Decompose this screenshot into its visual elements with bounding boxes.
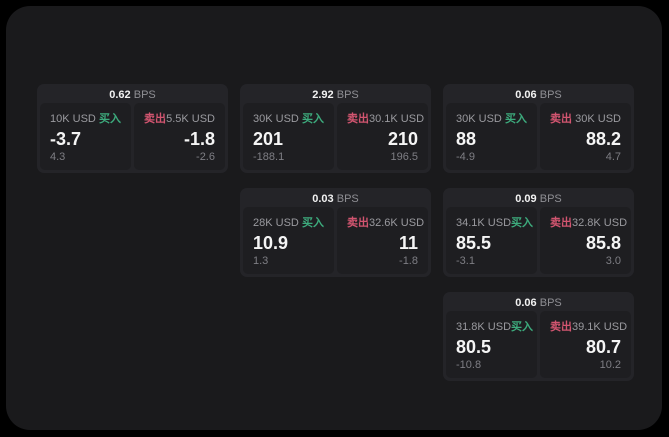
sell-sub-value: -2.6 xyxy=(196,151,215,163)
bps-header: 0.03 BPS xyxy=(243,191,428,207)
app-panel: 0.62 BPS 10K USD 买入 -3.7 4.3 卖出 5.5K USD… xyxy=(6,6,662,430)
bps-value: 0.62 xyxy=(109,89,131,101)
buy-quote-pane[interactable]: 28K USD 买入 10.9 1.3 xyxy=(243,207,334,274)
bps-value: 0.06 xyxy=(515,297,537,309)
buy-price: 88 xyxy=(456,129,477,149)
buy-sub-value: -4.9 xyxy=(456,151,475,163)
sell-price: 11 xyxy=(398,233,418,253)
buy-amount: 30K USD xyxy=(456,113,502,125)
buy-quote-pane[interactable]: 10K USD 买入 -3.7 4.3 xyxy=(40,103,131,170)
sell-side-label: 卖出 xyxy=(550,321,572,333)
sell-quote-pane[interactable]: 卖出 5.5K USD -1.8 -2.6 xyxy=(134,103,225,170)
buy-side-label: 买入 xyxy=(511,321,534,333)
quote-card: 0.06 BPS 30K USD 买入 88 -4.9 卖出 30K USD 8… xyxy=(443,84,634,173)
buy-quote-pane[interactable]: 30K USD 买入 201 -188.1 xyxy=(243,103,334,170)
sell-price: 80.7 xyxy=(585,337,621,357)
sell-side-label: 卖出 xyxy=(550,217,572,229)
bps-unit-label: BPS xyxy=(336,89,359,101)
buy-amount: 10K USD xyxy=(50,113,96,125)
buy-side-label: 买入 xyxy=(302,113,324,125)
buy-sub-value: 1.3 xyxy=(253,255,269,267)
sell-sub-value: 196.5 xyxy=(390,151,418,163)
sell-quote-pane[interactable]: 卖出 32.6K USD 11 -1.8 xyxy=(337,207,428,274)
buy-side-label: 买入 xyxy=(511,217,534,229)
buy-side-label: 买入 xyxy=(302,217,324,229)
sell-quote-pane[interactable]: 卖出 30.1K USD 210 196.5 xyxy=(337,103,428,170)
buy-price: 201 xyxy=(253,129,284,149)
sell-amount: 32.6K USD xyxy=(369,217,425,229)
buy-side-label: 买入 xyxy=(505,113,527,125)
quote-card: 0.06 BPS 31.8K USD 买入 80.5 -10.8 卖出 39.1… xyxy=(443,292,634,381)
quote-card: 0.03 BPS 28K USD 买入 10.9 1.3 卖出 32.6K US… xyxy=(240,188,431,277)
sell-price: 88.2 xyxy=(585,129,621,149)
sell-side-label: 卖出 xyxy=(347,217,369,229)
bps-value: 0.03 xyxy=(312,193,334,205)
buy-quote-pane[interactable]: 34.1K USD 买入 85.5 -3.1 xyxy=(446,207,537,274)
quote-card: 0.09 BPS 34.1K USD 买入 85.5 -3.1 卖出 32.8K… xyxy=(443,188,634,277)
bps-unit-label: BPS xyxy=(539,193,562,205)
sell-amount: 30.1K USD xyxy=(369,113,425,125)
buy-sub-value: -10.8 xyxy=(456,359,482,371)
buy-side-label: 买入 xyxy=(99,113,121,125)
sell-sub-value: 3.0 xyxy=(605,255,621,267)
sell-quote-pane[interactable]: 卖出 32.8K USD 85.8 3.0 xyxy=(540,207,631,274)
sell-price: 210 xyxy=(387,129,418,149)
bps-unit-label: BPS xyxy=(133,89,156,101)
buy-amount: 34.1K USD xyxy=(456,217,512,229)
buy-price: 10.9 xyxy=(253,233,289,253)
buy-amount: 30K USD xyxy=(253,113,299,125)
bps-header: 2.92 BPS xyxy=(243,87,428,103)
buy-amount: 31.8K USD xyxy=(456,321,512,333)
buy-sub-value: -188.1 xyxy=(253,151,285,163)
bps-header: 0.09 BPS xyxy=(446,191,631,207)
buy-price: 80.5 xyxy=(456,337,492,357)
buy-price: -3.7 xyxy=(50,129,82,149)
sell-quote-pane[interactable]: 卖出 39.1K USD 80.7 10.2 xyxy=(540,311,631,378)
quote-cards-grid: 0.62 BPS 10K USD 买入 -3.7 4.3 卖出 5.5K USD… xyxy=(37,84,634,381)
bps-value: 2.92 xyxy=(312,89,334,101)
bps-value: 0.09 xyxy=(515,193,537,205)
sell-side-label: 卖出 xyxy=(347,113,369,125)
sell-quote-pane[interactable]: 卖出 30K USD 88.2 4.7 xyxy=(540,103,631,170)
buy-quote-pane[interactable]: 31.8K USD 买入 80.5 -10.8 xyxy=(446,311,537,378)
sell-amount: 30K USD xyxy=(575,113,621,125)
sell-sub-value: 10.2 xyxy=(599,359,621,371)
buy-price: 85.5 xyxy=(456,233,492,253)
sell-amount: 39.1K USD xyxy=(572,321,628,333)
bps-unit-label: BPS xyxy=(539,89,562,101)
buy-amount: 28K USD xyxy=(253,217,299,229)
sell-sub-value: 4.7 xyxy=(605,151,621,163)
bps-unit-label: BPS xyxy=(336,193,359,205)
sell-price: -1.8 xyxy=(183,129,215,149)
bps-header: 0.62 BPS xyxy=(40,87,225,103)
sell-side-label: 卖出 xyxy=(144,113,166,125)
bps-header: 0.06 BPS xyxy=(446,87,631,103)
sell-amount: 32.8K USD xyxy=(572,217,628,229)
sell-price: 85.8 xyxy=(585,233,621,253)
bps-header: 0.06 BPS xyxy=(446,295,631,311)
buy-sub-value: 4.3 xyxy=(50,151,66,163)
sell-amount: 5.5K USD xyxy=(166,113,215,125)
quote-card: 0.62 BPS 10K USD 买入 -3.7 4.3 卖出 5.5K USD… xyxy=(37,84,228,173)
buy-sub-value: -3.1 xyxy=(456,255,475,267)
sell-sub-value: -1.8 xyxy=(399,255,418,267)
bps-value: 0.06 xyxy=(515,89,537,101)
bps-unit-label: BPS xyxy=(539,297,562,309)
buy-quote-pane[interactable]: 30K USD 买入 88 -4.9 xyxy=(446,103,537,170)
sell-side-label: 卖出 xyxy=(550,113,572,125)
quote-card: 2.92 BPS 30K USD 买入 201 -188.1 卖出 30.1K … xyxy=(240,84,431,173)
